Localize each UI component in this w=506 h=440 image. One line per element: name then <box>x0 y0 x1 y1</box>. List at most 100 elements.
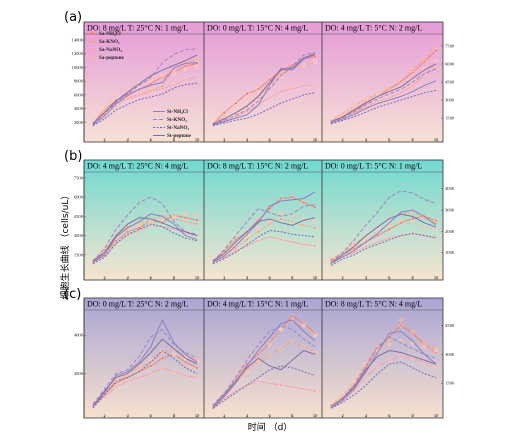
series-line-sa-kno₃ <box>92 214 198 261</box>
data-point <box>279 210 283 215</box>
x-tick-label: 10 <box>313 275 318 280</box>
series-line-sa-peptone <box>92 350 198 405</box>
y-tick-label: 1500 <box>445 116 455 121</box>
data-point <box>172 214 176 219</box>
legend-marker <box>91 32 94 35</box>
data-point <box>290 195 294 199</box>
y-tick-label: 4000 <box>74 106 84 111</box>
series-line-sa-nano₃ <box>212 380 316 409</box>
data-point <box>137 366 141 370</box>
y-tick-label: 3000 <box>445 352 455 357</box>
series-line-sa-peptone <box>212 212 316 262</box>
x-tick-label: 4 <box>246 275 249 280</box>
data-point <box>302 200 306 204</box>
y-tick-label: 10000 <box>72 65 84 70</box>
data-point <box>411 221 415 225</box>
x-tick-label: 10 <box>313 137 318 142</box>
x-tick-label: 4 <box>365 275 368 280</box>
data-point <box>183 373 188 378</box>
legend-marker <box>91 40 94 43</box>
x-tick-label: 2 <box>342 275 345 280</box>
x-tick-label: 4 <box>127 413 130 418</box>
data-point <box>172 352 176 357</box>
x-tick-label: 4 <box>365 413 368 418</box>
data-point <box>376 240 380 244</box>
data-point <box>245 370 249 374</box>
series-line-sa-kno₃ <box>92 58 198 124</box>
x-tick-label: 4 <box>127 275 130 280</box>
data-point <box>279 217 283 221</box>
row-label-a: (a) <box>64 10 82 25</box>
data-point <box>149 219 153 224</box>
x-tick-label: 8 <box>173 413 176 418</box>
row-c-background <box>83 297 444 419</box>
x-tick-label: 2 <box>103 137 106 142</box>
x-tick-label: 6 <box>150 137 153 142</box>
x-tick-label: 10 <box>434 413 439 418</box>
data-point <box>387 358 391 362</box>
legend-entry: St-KNO₃ <box>167 117 187 123</box>
panel-b-2: DO: 8 mg/L T: 15°C N: 2 mg/L 2 4 6 8 10 <box>203 160 322 280</box>
series-line-st-peptone <box>212 53 316 125</box>
data-point <box>183 67 188 72</box>
panel-title: DO: 0 mg/L T: 15°C N: 4 mg/L <box>207 24 308 33</box>
x-tick-label: 2 <box>223 413 226 418</box>
data-point <box>268 352 272 357</box>
series-line-sa-nano₃ <box>330 67 437 124</box>
data-point <box>364 98 368 102</box>
series-line-sa-nano₃ <box>330 233 437 264</box>
x-tick-label: 10 <box>434 137 439 142</box>
data-point <box>290 314 294 318</box>
legend-entry: St-peptone <box>167 133 192 139</box>
series-line-sa-nano₃ <box>212 236 316 263</box>
data-point <box>268 95 272 100</box>
x-tick-label: 2 <box>223 275 226 280</box>
data-point <box>245 91 249 96</box>
x-tick-label: 2 <box>342 413 345 418</box>
data-point <box>256 226 260 230</box>
panel-title: DO: 0 mg/L T: 25°C N: 2 mg/L <box>87 300 188 309</box>
data-point <box>234 389 238 393</box>
data-point <box>422 216 426 221</box>
series-line-st-peptone <box>212 217 316 262</box>
x-tick-label: 6 <box>269 413 272 418</box>
series-line-st-nh₄cl <box>330 330 437 409</box>
data-point <box>290 240 294 244</box>
y-tick-label: 6000 <box>445 62 455 67</box>
data-point <box>399 91 403 95</box>
series-line-sa-kno₃ <box>330 46 437 121</box>
x-tick-label: 2 <box>103 275 106 280</box>
x-tick-label: 10 <box>195 413 200 418</box>
series-line-st-kno₃ <box>92 196 198 262</box>
panel-b-1: DO: 4 mg/L T: 25°C N: 4 mg/L 2 4 6 8 10 1500 30… <box>74 160 204 280</box>
series-line-st-kno₃ <box>212 204 316 262</box>
series-line-st-nano₃ <box>212 92 316 127</box>
x-tick-label: 10 <box>195 137 200 142</box>
data-point <box>422 225 426 229</box>
data-point <box>290 219 294 224</box>
data-point <box>195 366 199 370</box>
series-line-st-nano₃ <box>92 223 198 265</box>
x-tick-label: 8 <box>412 413 415 418</box>
data-point <box>195 222 199 226</box>
x-tick-label: 4 <box>365 137 368 142</box>
series-line-st-peptone <box>330 63 437 123</box>
y-tick-label: 7500 <box>445 44 455 49</box>
series-line-st-nano₃ <box>92 82 198 127</box>
data-point <box>172 71 176 75</box>
series-line-sa-peptone <box>212 60 316 124</box>
data-point <box>279 383 283 387</box>
series-line-sa-peptone <box>330 340 437 405</box>
data-point <box>256 230 260 234</box>
series-line-st-nh₄cl <box>212 319 316 409</box>
y-tick-label: 1500 <box>74 252 84 257</box>
x-axis-label: 时间 （d） <box>248 421 293 433</box>
legend-entry: St-NaNO₃ <box>167 125 189 131</box>
data-point <box>411 68 415 72</box>
x-tick-label: 8 <box>291 137 294 142</box>
y-tick-label: 3000 <box>445 98 455 103</box>
data-point <box>183 64 188 68</box>
data-point <box>341 112 345 117</box>
data-point <box>172 82 176 87</box>
series-line-sa-nh₄cl <box>92 62 198 124</box>
